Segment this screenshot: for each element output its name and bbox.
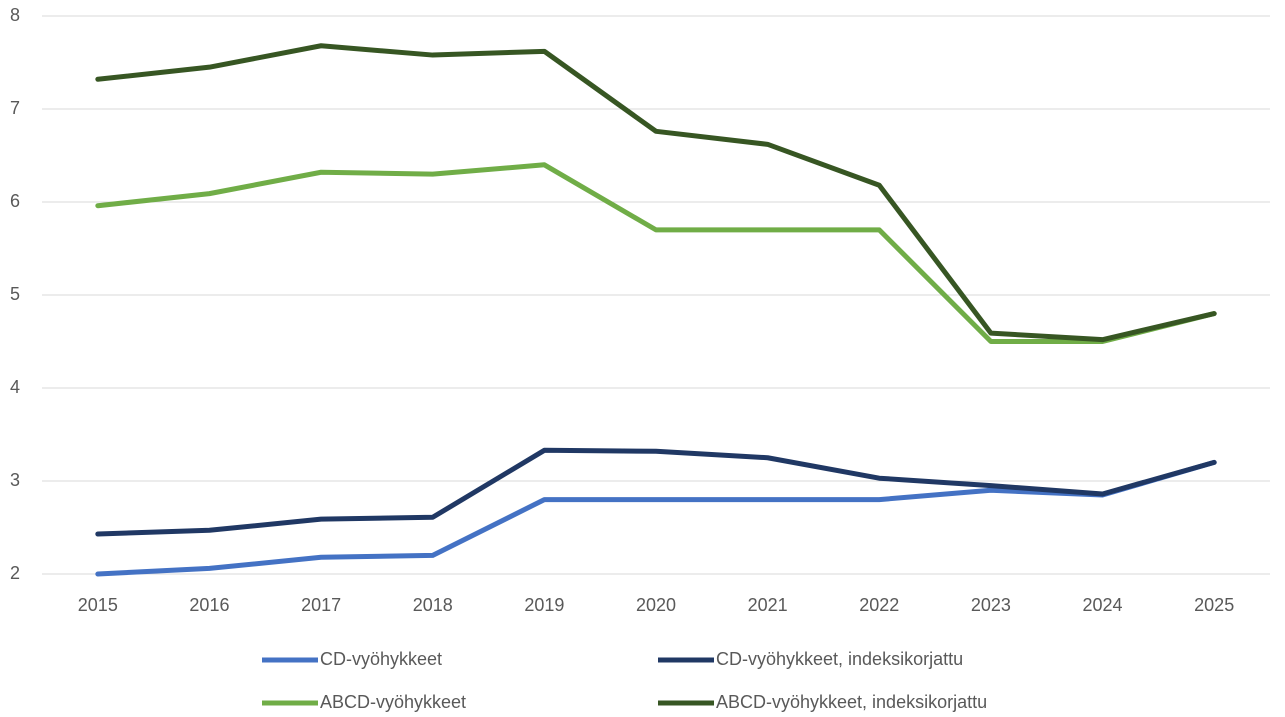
x-tick-label: 2022 xyxy=(859,595,899,615)
x-tick-label: 2019 xyxy=(524,595,564,615)
series-line xyxy=(95,43,1217,343)
y-tick-label: 2 xyxy=(10,563,20,583)
x-tick-label: 2025 xyxy=(1194,595,1234,615)
y-tick-label: 5 xyxy=(10,284,20,304)
x-tick-label: 2023 xyxy=(971,595,1011,615)
series-line xyxy=(95,459,1217,577)
y-tick-label: 3 xyxy=(10,470,20,490)
y-tick-label: 4 xyxy=(10,377,20,397)
x-tick-label: 2021 xyxy=(748,595,788,615)
series-line xyxy=(95,447,1217,537)
legend-label: ABCD-vyöhykkeet, indeksikorjattu xyxy=(716,692,987,712)
x-tick-label: 2016 xyxy=(189,595,229,615)
x-tick-label: 2018 xyxy=(413,595,453,615)
legend-label: ABCD-vyöhykkeet xyxy=(320,692,466,712)
x-tick-label: 2015 xyxy=(78,595,118,615)
x-tick-label: 2017 xyxy=(301,595,341,615)
x-tick-label: 2024 xyxy=(1083,595,1123,615)
legend-label: CD-vyöhykkeet, indeksikorjattu xyxy=(716,649,963,669)
x-tick-label: 2020 xyxy=(636,595,676,615)
legend-label: CD-vyöhykkeet xyxy=(320,649,442,669)
y-tick-label: 8 xyxy=(10,5,20,25)
y-tick-label: 6 xyxy=(10,191,20,211)
series-line xyxy=(95,162,1217,344)
y-tick-label: 7 xyxy=(10,98,20,118)
